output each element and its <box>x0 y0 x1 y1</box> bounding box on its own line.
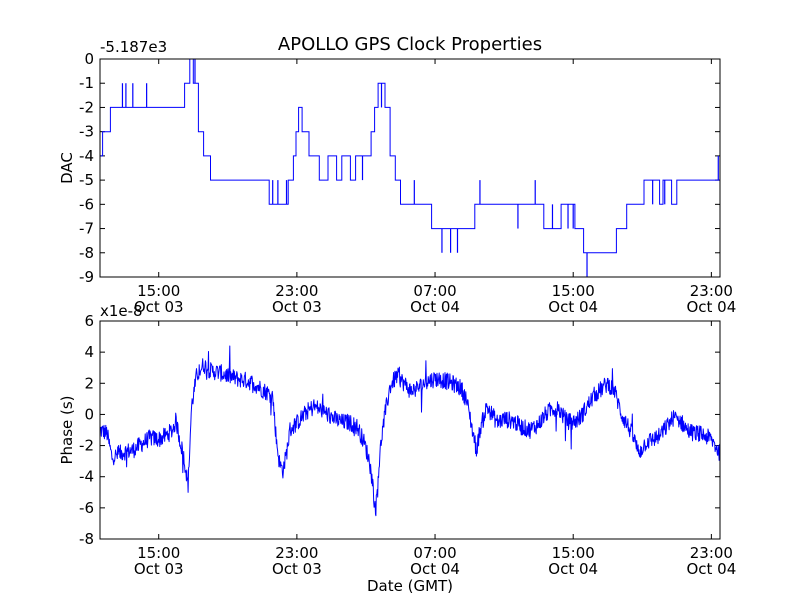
dac-frame <box>99 58 721 278</box>
phase-ylabel: Phase (s) <box>58 395 76 464</box>
dac-xtick-date: Oct 04 <box>410 298 460 316</box>
phase-frame <box>99 320 721 540</box>
phase-ytick-label: -8 <box>79 530 94 548</box>
phase-series <box>99 345 721 517</box>
dac-xtick-date: Oct 04 <box>686 298 736 316</box>
phase-ytick-label: -4 <box>79 468 94 486</box>
dac-xtick-time: 23:00 <box>690 282 733 300</box>
phase-xtick-time: 23:00 <box>690 544 733 562</box>
dac-ytick-label: -7 <box>79 220 94 238</box>
dac-ytick-label: -8 <box>79 244 94 262</box>
dac-offset-label: -5.187e3 <box>100 38 167 56</box>
phase-xtick-date: Oct 04 <box>548 560 598 578</box>
phase-ytick-label: 0 <box>84 405 94 423</box>
phase-line <box>99 345 721 517</box>
phase-ytick-label: -6 <box>79 499 94 517</box>
phase-xtick-date: Oct 03 <box>272 560 322 578</box>
phase-xtick-time: 15:00 <box>137 544 180 562</box>
phase-ytick-label: -2 <box>79 437 94 455</box>
dac-xtick-time: 15:00 <box>552 282 595 300</box>
dac-ytick-label: -5 <box>79 171 94 189</box>
dac-ytick-label: -3 <box>79 123 94 141</box>
phase-ytick-label: 4 <box>84 343 94 361</box>
phase-ytick-label: 6 <box>84 312 94 330</box>
dac-xtick-time: 15:00 <box>137 282 180 300</box>
dac-xtick-time: 23:00 <box>275 282 318 300</box>
dac-xtick-date: Oct 03 <box>134 298 184 316</box>
phase-xtick-date: Oct 03 <box>134 560 184 578</box>
dac-ytick-label: 0 <box>84 50 94 68</box>
phase-xtick-time: 07:00 <box>413 544 456 562</box>
phase-xtick-date: Oct 04 <box>686 560 736 578</box>
dac-axes: -5.187e3 DAC 0-1-2-3-4-5-6-7-8-915:00Oct… <box>58 38 736 316</box>
dac-xtick-date: Oct 04 <box>548 298 598 316</box>
dac-ytick-label: -2 <box>79 98 94 116</box>
dac-series <box>100 58 721 277</box>
dac-ytick-label: -6 <box>79 195 94 213</box>
dac-ytick-label: -1 <box>79 74 94 92</box>
figure-title: APOLLO GPS Clock Properties <box>278 34 542 55</box>
x-axis-label: Date (GMT) <box>367 577 453 595</box>
phase-xtick-time: 23:00 <box>275 544 318 562</box>
dac-ytick-label: -4 <box>79 147 94 165</box>
phase-xtick-date: Oct 04 <box>410 560 460 578</box>
dac-xtick-time: 07:00 <box>413 282 456 300</box>
dac-line <box>100 58 721 254</box>
phase-offset-label: x1e-8 <box>100 302 143 320</box>
dac-ytick-label: -9 <box>79 268 94 286</box>
phase-xtick-time: 15:00 <box>552 544 595 562</box>
dac-ylabel: DAC <box>58 152 76 184</box>
phase-ytick-label: 2 <box>84 374 94 392</box>
dac-xtick-date: Oct 03 <box>272 298 322 316</box>
